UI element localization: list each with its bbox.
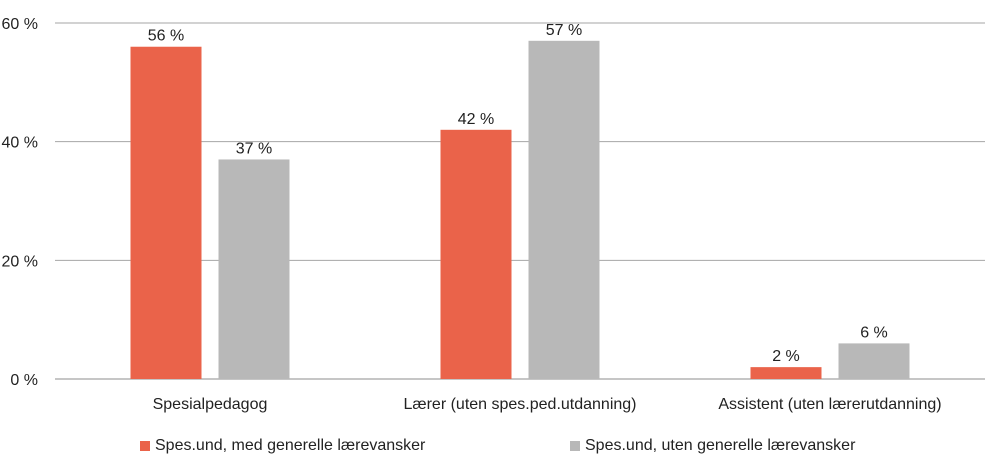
legend-label-series-2: Spes.und, uten generelle lærevansker (585, 437, 856, 454)
legend-swatch-series-2 (570, 441, 580, 451)
y-tick-label: 20 % (2, 253, 38, 270)
y-tick-label: 40 % (2, 135, 38, 152)
y-tick-label: 0 % (10, 372, 38, 389)
legend-item-series-1: Spes.und, med generelle lærevansker (140, 437, 570, 455)
x-tick-label: Lærer (uten spes.ped.utdanning) (403, 396, 636, 413)
data-label: 37 % (236, 140, 272, 157)
legend: Spes.und, med generelle lærevansker Spes… (140, 437, 1000, 455)
x-tick-label: Assistent (uten lærerutdanning) (718, 396, 941, 413)
legend-label-series-1: Spes.und, med generelle lærevansker (155, 437, 426, 454)
legend-item-series-2: Spes.und, uten generelle lærevansker (570, 437, 1000, 455)
bar (528, 40, 600, 380)
legend-swatch-series-1 (140, 441, 150, 451)
bar (440, 129, 512, 379)
y-tick-label: 60 % (2, 16, 38, 33)
data-label: 56 % (148, 28, 184, 45)
bar (838, 343, 910, 379)
bar (130, 46, 202, 379)
bar-chart: 0 % 20 % 40 % 60 % 56 % 37 % Spesialpedagog 42 … (2, 16, 985, 413)
x-tick-label: Spesialpedagog (153, 396, 268, 413)
data-label: 6 % (860, 324, 888, 341)
data-label: 57 % (546, 22, 582, 39)
data-label: 42 % (458, 111, 494, 128)
bar (218, 159, 290, 379)
bar (750, 367, 822, 379)
data-label: 2 % (772, 348, 800, 365)
